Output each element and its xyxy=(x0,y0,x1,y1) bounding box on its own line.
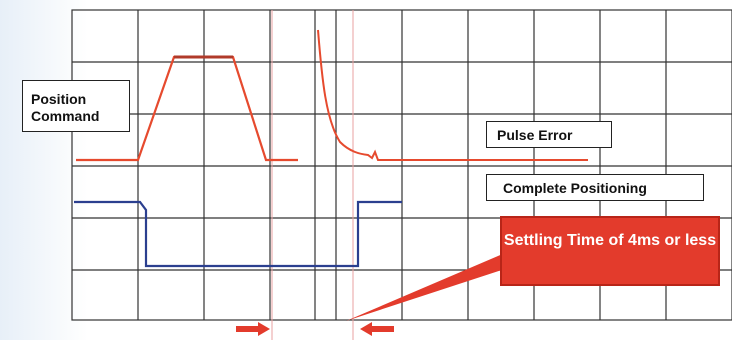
settling-time-callout: Settling Time of 4ms or less xyxy=(500,216,720,286)
right-arrow-icon xyxy=(236,322,270,336)
pulse-error-label: Pulse Error xyxy=(486,121,612,148)
positioning-trace xyxy=(74,200,402,268)
left-arrow-icon xyxy=(360,322,394,336)
pulse-error-trace xyxy=(317,29,588,161)
position-command-label: Position Command xyxy=(22,80,130,132)
settle-pointer xyxy=(346,250,520,321)
complete-positioning-label: Complete Positioning xyxy=(486,174,704,201)
